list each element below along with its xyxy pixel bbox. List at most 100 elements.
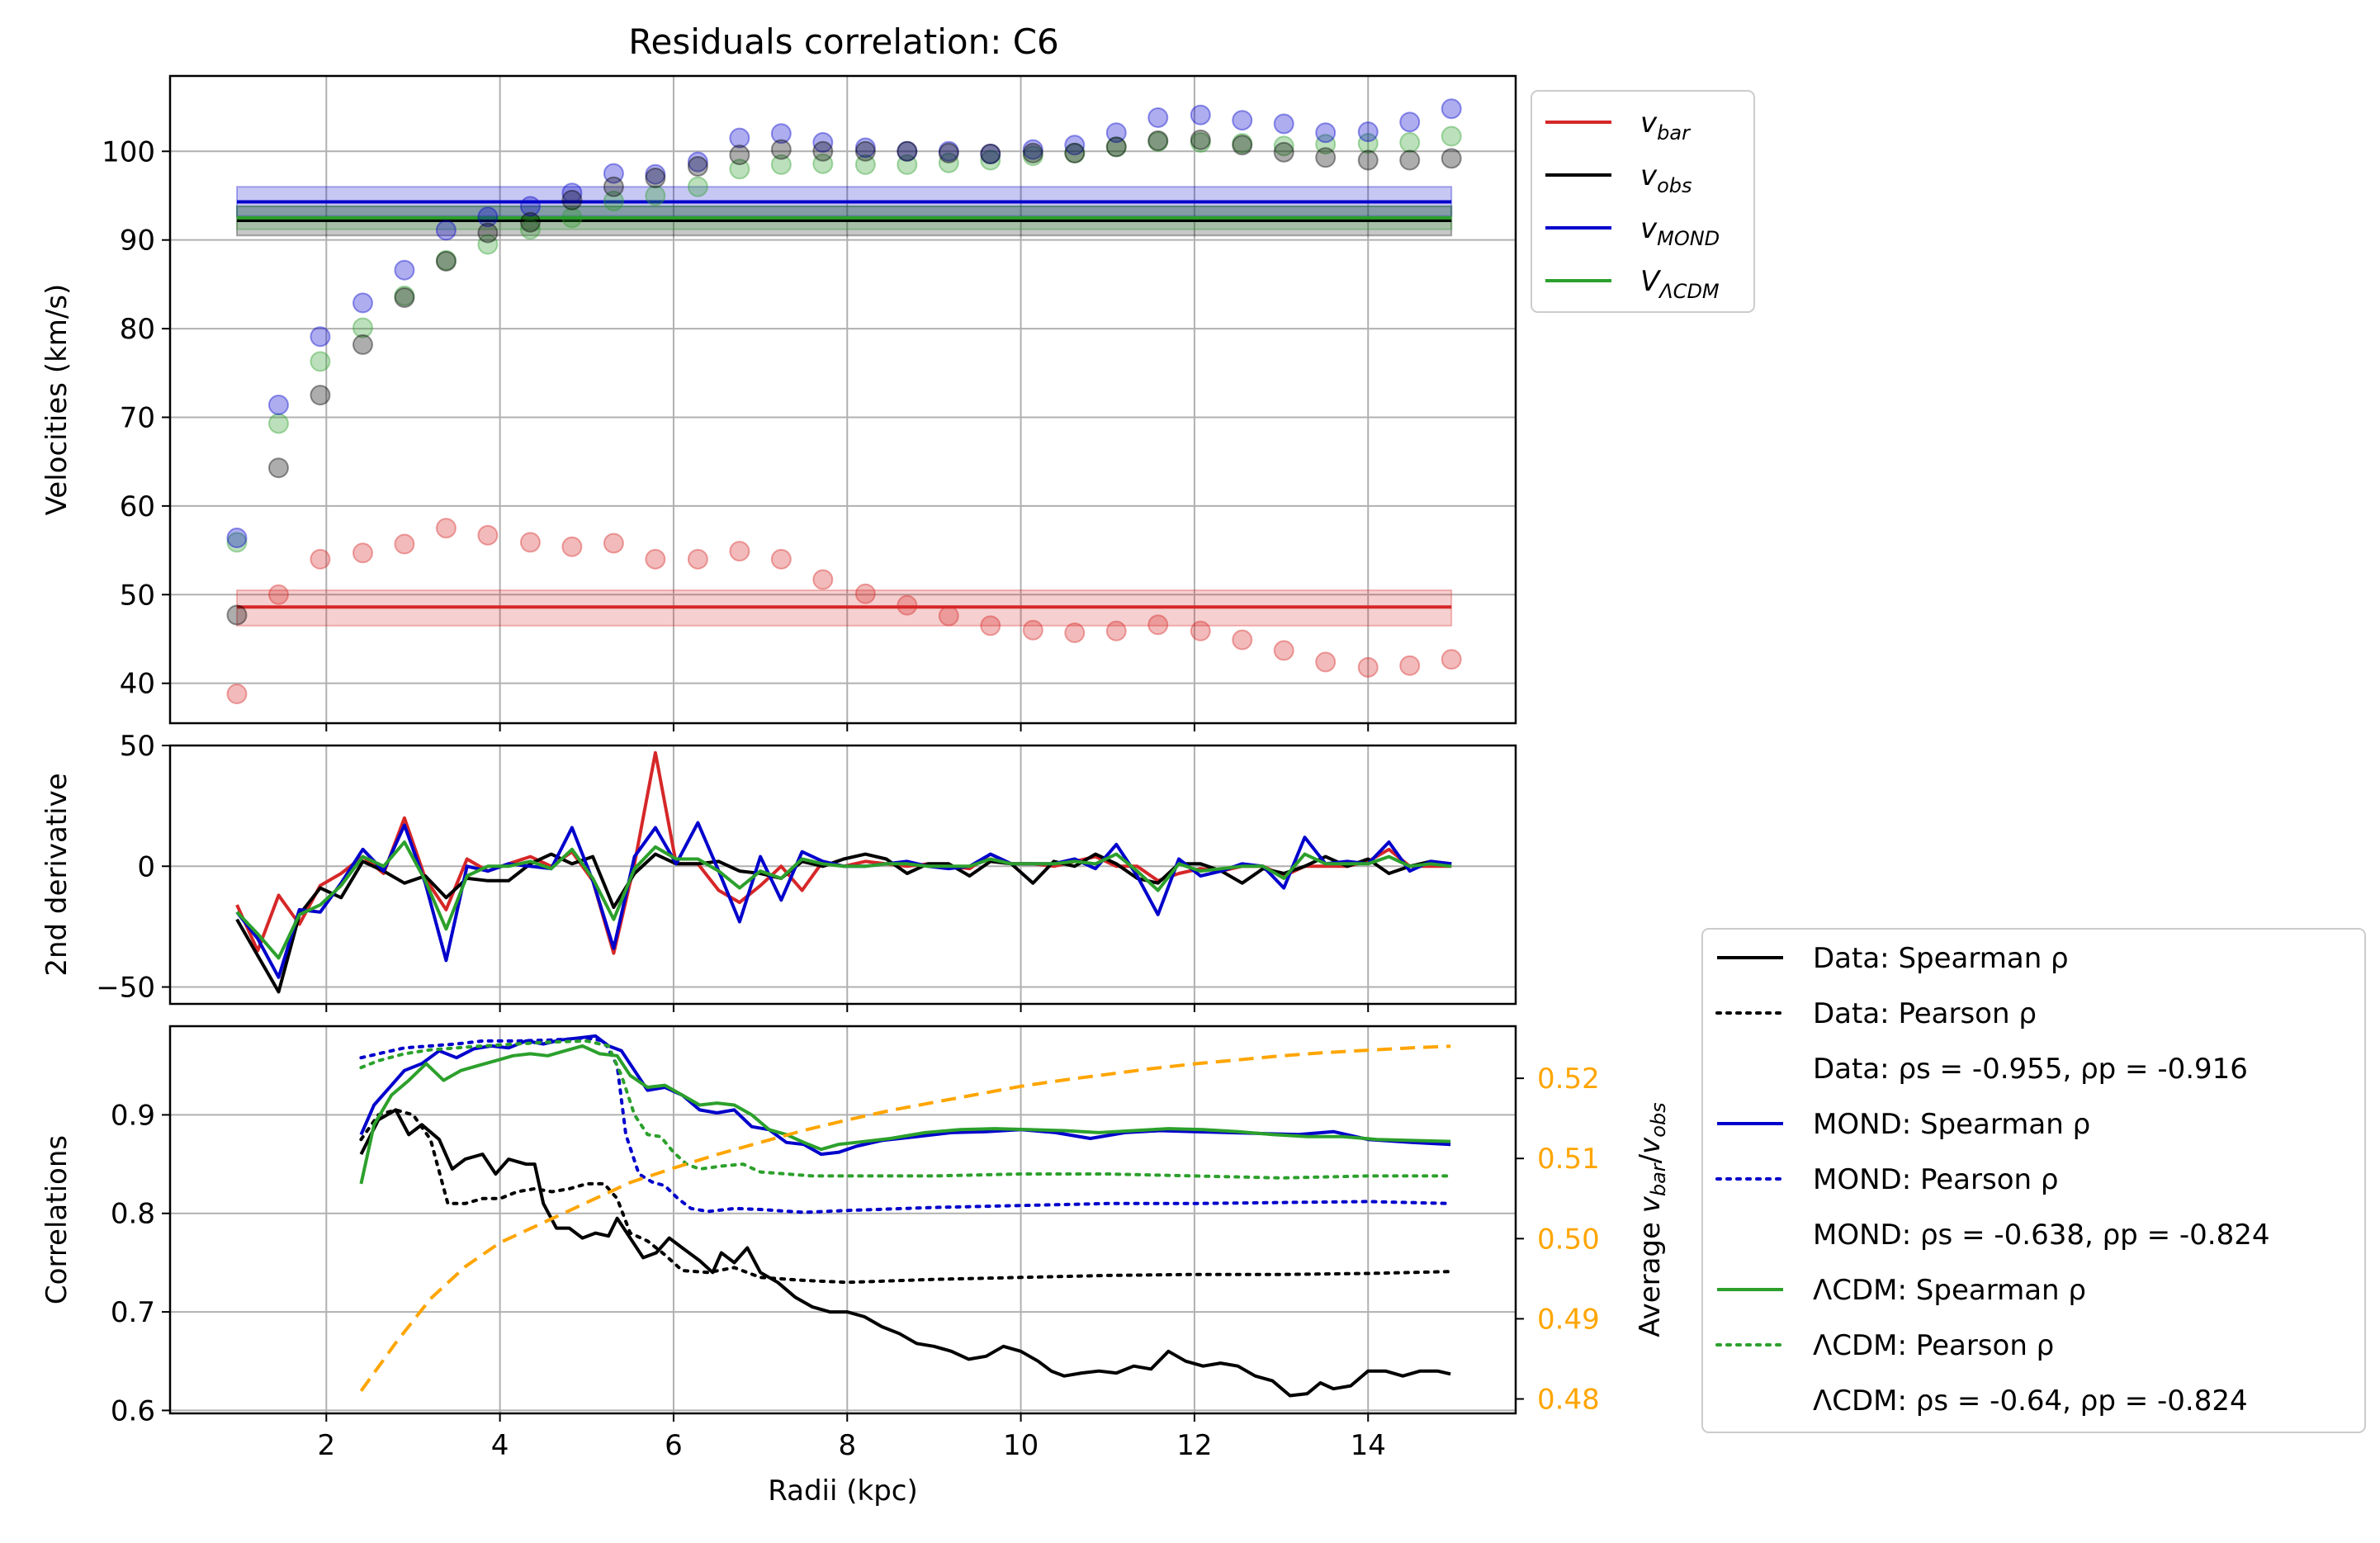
data-point-v-obs bbox=[477, 222, 499, 244]
data-point-v-mond bbox=[729, 127, 750, 149]
y-tick-label: 0 bbox=[137, 850, 155, 883]
y2-tick-label: 0.50 bbox=[1537, 1223, 1600, 1256]
data-point-v-bar bbox=[1441, 649, 1462, 670]
data-point-v-obs bbox=[352, 334, 373, 355]
correlations-legend: Data: Spearman ρ Data: Pearson ρ Data: ρs … bbox=[1701, 928, 2366, 1433]
legend-label-data-pearson: Data: Pearson ρ bbox=[1813, 997, 2037, 1030]
data-point-v-cdm bbox=[1441, 125, 1462, 147]
data-point-v-mond bbox=[561, 182, 583, 204]
data-point-v-mond bbox=[1064, 135, 1086, 156]
data-point-v-bar bbox=[980, 615, 1001, 637]
data-point-v-obs bbox=[854, 140, 876, 162]
legend-label-v-obs: vobs bbox=[1640, 159, 1692, 197]
y-tick-label: 60 bbox=[120, 490, 155, 523]
data-point-v-bar bbox=[226, 684, 248, 705]
data-point-v-obs bbox=[729, 144, 750, 166]
data-point-v-bar bbox=[729, 541, 750, 562]
y-tick-label: 0.7 bbox=[111, 1296, 155, 1329]
data-point-v-obs bbox=[561, 189, 583, 211]
data-point-v-mond bbox=[812, 132, 834, 154]
correlation-line-data-pearson bbox=[359, 1108, 1453, 1285]
data-point-v-bar bbox=[1399, 655, 1421, 676]
data-point-v-obs bbox=[1232, 135, 1253, 156]
legend-label-v-mond: vMOND bbox=[1640, 212, 1720, 250]
legend-label-cdm-s-0-64-p-0-824: ΛCDM: ρs = -0.64, ρp = -0.824 bbox=[1813, 1384, 2248, 1418]
data-point-v-mond bbox=[226, 528, 248, 549]
legend-label-mond-s-0-638-p-0-824: MOND: ρs = -0.638, ρp = -0.824 bbox=[1813, 1219, 2269, 1252]
correlation-line-average-v-bar-v-obs bbox=[359, 1044, 1451, 1392]
legend-label-v-cdm: VΛCDM bbox=[1640, 265, 1720, 303]
data-point-v-cdm bbox=[310, 351, 331, 372]
data-point-v-cdm bbox=[938, 152, 959, 173]
data-point-v-mond bbox=[1315, 122, 1337, 144]
data-point-v-cdm bbox=[770, 154, 792, 175]
correlation-line-cdm-pearson bbox=[359, 1039, 1453, 1180]
data-point-v-bar bbox=[1357, 656, 1379, 678]
data-point-v-bar bbox=[1105, 620, 1127, 641]
data-point-v-cdm bbox=[561, 207, 583, 229]
y-tick-label: −50 bbox=[96, 972, 155, 1005]
data-point-v-mond bbox=[1105, 122, 1127, 144]
y-tick-label: 0.8 bbox=[111, 1198, 155, 1231]
data-point-v-bar bbox=[770, 548, 792, 570]
legend-label-cdm-spearman: ΛCDM: Spearman ρ bbox=[1813, 1274, 2086, 1307]
data-point-v-mond bbox=[310, 326, 331, 348]
data-point-v-cdm bbox=[1147, 130, 1169, 152]
legend-box bbox=[1531, 90, 1755, 313]
data-point-v-obs bbox=[394, 286, 415, 308]
data-point-v-bar bbox=[1315, 651, 1337, 673]
derivative-line-v-obs bbox=[235, 852, 1452, 994]
velocities-legend: vbar vobs vMOND VΛCDM bbox=[1531, 90, 1755, 313]
data-point-v-cdm bbox=[1315, 134, 1337, 155]
derivative-line-v-cdm bbox=[235, 840, 1452, 960]
y-axis-label: Correlations bbox=[40, 1135, 73, 1304]
y-axis-label: Velocities (km/s) bbox=[40, 284, 73, 516]
y-tick-label: 100 bbox=[102, 135, 155, 168]
data-point-v-bar bbox=[897, 594, 918, 616]
correlation-line-data-spearman bbox=[359, 1108, 1451, 1398]
axes-frame bbox=[168, 744, 1517, 1006]
axes-frame bbox=[168, 1025, 1517, 1415]
correlations-panel: 2 4 6 8 10 12 14 0.6 0.7 0.8 0.9 Correlations Radii … bbox=[40, 1025, 1670, 1508]
data-point-v-bar bbox=[394, 533, 415, 555]
data-point-v-mond bbox=[1441, 98, 1462, 120]
data-point-v-obs bbox=[812, 140, 834, 162]
data-point-v-obs bbox=[938, 142, 959, 163]
axes-frame bbox=[168, 74, 1517, 725]
second-derivative-panel: −50 0 50 2nd derivative bbox=[40, 730, 1517, 1012]
data-point-v-mond bbox=[687, 151, 708, 173]
data-point-v-bar bbox=[938, 605, 959, 627]
data-point-v-mond bbox=[645, 163, 666, 185]
y-tick-label: 70 bbox=[120, 401, 155, 434]
data-point-v-obs bbox=[1064, 142, 1086, 163]
data-point-v-mond bbox=[394, 259, 415, 281]
data-point-v-obs bbox=[1105, 136, 1127, 158]
data-point-v-obs bbox=[310, 385, 331, 406]
data-point-v-mond bbox=[938, 140, 959, 162]
data-point-v-bar bbox=[1022, 619, 1043, 641]
data-point-v-obs bbox=[980, 144, 1001, 165]
data-point-v-bar bbox=[267, 584, 289, 605]
data-point-v-cdm bbox=[1232, 133, 1253, 154]
y2-tick-label: 0.52 bbox=[1537, 1063, 1600, 1096]
data-point-v-cdm bbox=[226, 532, 248, 553]
data-point-v-mond bbox=[1232, 110, 1253, 131]
legend-label-v-bar: vbar bbox=[1640, 106, 1692, 144]
y-tick-label: 0.6 bbox=[111, 1394, 155, 1427]
data-point-v-bar bbox=[1147, 614, 1169, 636]
data-point-v-obs bbox=[519, 211, 541, 233]
legend-label-mond-spearman: MOND: Spearman ρ bbox=[1813, 1108, 2090, 1141]
y2-axis-label: Average vbar/vobs bbox=[1634, 1102, 1670, 1337]
data-point-v-cdm bbox=[1190, 132, 1211, 154]
legend-box bbox=[1701, 928, 2366, 1433]
data-point-v-cdm bbox=[1357, 133, 1379, 154]
data-point-v-cdm bbox=[394, 285, 415, 306]
x-tick-label: 12 bbox=[1176, 1429, 1212, 1462]
y-tick-label: 0.9 bbox=[111, 1099, 155, 1132]
y2-tick-label: 0.49 bbox=[1537, 1303, 1600, 1336]
data-point-v-cdm bbox=[1105, 136, 1127, 158]
data-point-v-mond bbox=[519, 196, 541, 217]
data-point-v-obs bbox=[645, 168, 666, 189]
data-point-v-mond bbox=[267, 394, 289, 415]
data-point-v-obs bbox=[897, 140, 918, 162]
